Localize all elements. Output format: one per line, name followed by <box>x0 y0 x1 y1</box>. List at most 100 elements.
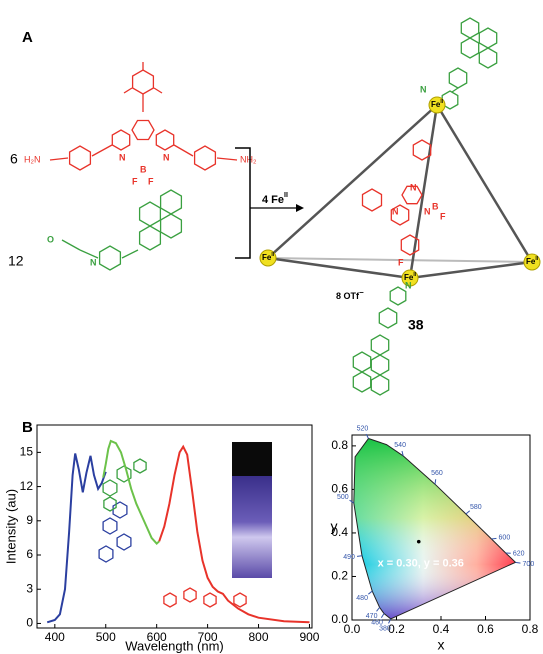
y-tick-label: 15 <box>20 445 34 459</box>
wavelength-label: 380 <box>379 626 391 633</box>
wavelength-tick <box>356 555 363 557</box>
x-tick-label: 0.6 <box>477 622 494 636</box>
wavelength-label: 460 <box>371 620 383 627</box>
x-axis-label: Wavelength (nm) <box>125 638 224 653</box>
plot-frame <box>36 424 313 629</box>
y-tick-label: 6 <box>26 547 33 561</box>
x-tick-label: 700 <box>198 630 218 644</box>
amine-group: H₂N <box>24 154 41 164</box>
y-tick-label: 0.4 <box>331 525 348 539</box>
ring <box>68 145 92 171</box>
ring <box>352 351 372 373</box>
atom: B <box>140 164 147 174</box>
wavelength-label: 560 <box>431 470 443 477</box>
wavelength-tick <box>401 450 404 457</box>
x-tick-label: 900 <box>299 630 319 644</box>
y-tick-label: 12 <box>20 479 34 493</box>
ring <box>116 533 132 551</box>
atom: N <box>392 206 399 216</box>
gamut-fill <box>353 438 516 619</box>
ring <box>103 496 117 512</box>
fe-center <box>401 269 419 287</box>
bond <box>49 157 69 161</box>
ring <box>133 458 147 474</box>
ring <box>116 465 132 483</box>
atom: N <box>420 84 427 94</box>
wavelength-tick <box>368 590 373 595</box>
atom: N <box>424 206 431 216</box>
x-tick-label: 0.8 <box>522 622 539 636</box>
x-tick-label: 0.2 <box>388 622 405 636</box>
compound-number: 38 <box>408 317 424 333</box>
ring <box>193 145 217 171</box>
stoichiometry: 6 <box>10 151 18 167</box>
ring <box>478 47 498 69</box>
color-point <box>416 539 421 544</box>
ring <box>448 67 468 89</box>
x-tick-label: 400 <box>45 630 65 644</box>
ring <box>102 517 118 535</box>
x-tick-label: 500 <box>96 630 116 644</box>
bond <box>121 249 139 259</box>
stoichiometry: 12 <box>8 253 24 269</box>
y-tick-label: 0 <box>26 616 33 630</box>
metal-label: FeII <box>404 272 417 282</box>
wavelength-label: 700 <box>523 561 535 568</box>
panel-label: B <box>22 419 33 436</box>
fe-center <box>259 249 277 267</box>
wavelength-tick <box>365 433 369 439</box>
ring <box>400 234 420 256</box>
spectral-locus <box>353 437 517 620</box>
wavelength-tick <box>349 499 355 504</box>
y-tick-label: 0.2 <box>331 569 348 583</box>
reagent: 4 FeII <box>262 192 288 206</box>
ring <box>233 592 247 608</box>
wavelength-label: 500 <box>337 494 349 501</box>
y-tick-label: 0.0 <box>331 612 348 626</box>
wavelength-tick <box>515 561 521 564</box>
wavelength-label: 520 <box>357 426 369 433</box>
ring <box>131 69 155 95</box>
bond <box>451 87 459 93</box>
point-annotation: x = 0.30, y = 0.36 <box>378 558 464 570</box>
metal-label: FeII <box>526 256 539 266</box>
y-axis-label: Intensity (au) <box>3 489 18 564</box>
wavelength-tick <box>491 537 497 540</box>
wavelength-label: 470 <box>366 613 378 620</box>
ring <box>112 501 128 519</box>
ring <box>401 185 423 205</box>
ring <box>389 286 407 306</box>
ring <box>390 204 410 226</box>
ring <box>159 189 183 215</box>
x-tick-label: 0.0 <box>344 622 361 636</box>
ring <box>370 354 390 376</box>
y-tick-label: 9 <box>26 513 33 527</box>
wavelength-label: 540 <box>394 442 406 449</box>
bond <box>61 239 81 251</box>
ring <box>460 37 480 59</box>
fe-center <box>428 96 446 114</box>
y-tick-label: 0.8 <box>331 438 348 452</box>
arrowhead <box>296 204 304 212</box>
atom: F <box>132 176 138 186</box>
panel-label: A <box>22 29 33 46</box>
wavelength-tick <box>388 618 392 624</box>
ring <box>370 334 390 356</box>
oxidation-state: II <box>440 99 443 105</box>
atom: N <box>90 257 97 267</box>
bond <box>153 87 163 94</box>
ring <box>478 27 498 49</box>
ring <box>159 213 183 239</box>
ring <box>203 592 217 608</box>
y-tick-label: 3 <box>26 581 33 595</box>
oxidation-state: II <box>535 256 538 262</box>
wavelength-label: 600 <box>499 534 511 541</box>
amine-group: NH₂ <box>240 154 257 164</box>
x-tick-label: 0.4 <box>433 622 450 636</box>
ring <box>138 201 162 227</box>
spectrum-line <box>46 453 107 624</box>
atom: N <box>410 182 417 192</box>
atom: B <box>432 201 439 211</box>
